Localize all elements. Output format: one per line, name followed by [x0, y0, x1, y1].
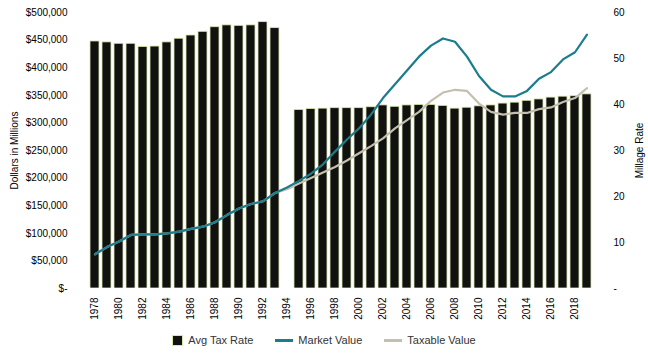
svg-text:20: 20	[614, 191, 626, 202]
svg-text:$500,000: $500,000	[26, 7, 68, 18]
svg-text:2006: 2006	[425, 297, 436, 320]
svg-text:1996: 1996	[305, 297, 316, 320]
svg-text:2016: 2016	[545, 297, 556, 320]
svg-text:2004: 2004	[401, 297, 412, 320]
svg-text:1984: 1984	[161, 297, 172, 320]
svg-text:2000: 2000	[353, 297, 364, 320]
svg-text:60: 60	[614, 7, 626, 18]
svg-text:$150,000: $150,000	[26, 200, 68, 211]
svg-text:Dollars in Millions: Dollars in Millions	[9, 112, 20, 190]
svg-text:$350,000: $350,000	[26, 90, 68, 101]
svg-text:1992: 1992	[257, 297, 268, 320]
svg-text:2008: 2008	[449, 297, 460, 320]
svg-text:2002: 2002	[377, 297, 388, 320]
svg-text:$-: $-	[59, 283, 68, 294]
svg-text:$50,000: $50,000	[31, 255, 68, 266]
svg-text:$200,000: $200,000	[26, 172, 68, 183]
svg-text:1990: 1990	[233, 297, 244, 320]
svg-text:2014: 2014	[521, 297, 532, 320]
svg-text:-: -	[614, 283, 617, 294]
svg-text:1986: 1986	[185, 297, 196, 320]
svg-text:1978: 1978	[89, 297, 100, 320]
svg-text:40: 40	[614, 99, 626, 110]
html-text:Avg Tax Rate: Avg Tax Rate	[188, 334, 254, 346]
svg-text:2018: 2018	[569, 297, 580, 320]
html-text:Taxable Value: Taxable Value	[407, 334, 476, 346]
svg-text:$100,000: $100,000	[26, 228, 68, 239]
svg-text:1980: 1980	[113, 297, 124, 320]
svg-text:30: 30	[614, 145, 626, 156]
svg-text:1982: 1982	[137, 297, 148, 320]
svg-text:2012: 2012	[497, 297, 508, 320]
svg-text:2010: 2010	[473, 297, 484, 320]
svg-text:10: 10	[614, 237, 626, 248]
svg-text:$250,000: $250,000	[26, 145, 68, 156]
svg-text:Millage Rate: Millage Rate	[634, 122, 645, 178]
svg-text:$300,000: $300,000	[26, 117, 68, 128]
html-text:Market Value: Market Value	[298, 334, 363, 346]
svg-text:1988: 1988	[209, 297, 220, 320]
svg-text:$400,000: $400,000	[26, 62, 68, 73]
svg-text:1998: 1998	[329, 297, 340, 320]
svg-text:50: 50	[614, 53, 626, 64]
svg-text:1994: 1994	[281, 297, 292, 320]
svg-text:$450,000: $450,000	[26, 34, 68, 45]
